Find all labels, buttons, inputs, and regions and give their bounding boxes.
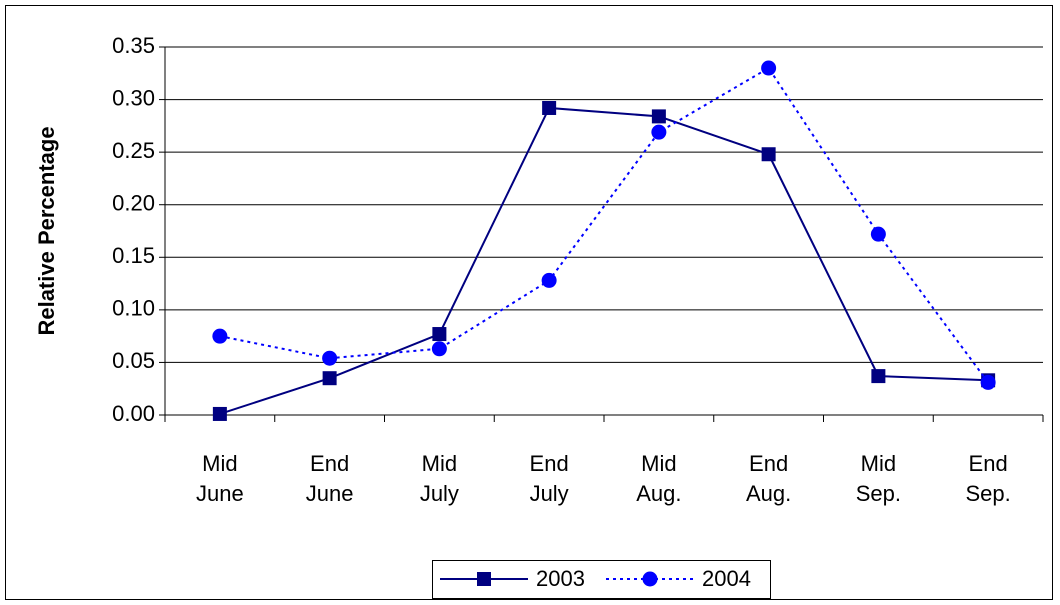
y-tick-label: 0.15: [112, 243, 155, 268]
y-tick-label: 0.05: [112, 348, 155, 373]
data-point: [322, 350, 338, 366]
data-point: [980, 374, 996, 390]
data-point: [432, 327, 447, 342]
data-point: [651, 109, 666, 124]
chart-border: [5, 5, 1053, 600]
data-point: [651, 124, 667, 140]
x-tick-label: Mid July: [419, 451, 459, 506]
y-tick-label: 0.30: [112, 85, 155, 110]
y-tick-label: 0.20: [112, 191, 155, 216]
data-point: [870, 226, 886, 242]
legend-marker: [642, 571, 658, 587]
y-tick-label: 0.35: [112, 33, 155, 58]
y-tick-label: 0.25: [112, 138, 155, 163]
y-axis-title: Relative Percentage: [34, 126, 59, 335]
legend-label: 2003: [536, 566, 585, 591]
y-tick-label: 0.10: [112, 296, 155, 321]
data-point: [542, 100, 557, 115]
series-line: [219, 66, 989, 384]
data-point: [212, 406, 227, 421]
y-tick-label: 0.00: [112, 401, 155, 426]
data-point: [322, 371, 337, 386]
data-point: [761, 60, 777, 76]
data-point: [431, 341, 447, 357]
x-tick-label: End July: [529, 451, 569, 506]
series-line: [219, 106, 989, 415]
data-point: [761, 147, 776, 162]
legend-label: 2004: [702, 566, 751, 591]
data-point: [212, 328, 228, 344]
x-tick-label: End Aug.: [745, 451, 792, 506]
legend-marker: [477, 572, 491, 586]
x-tick-label: Mid Aug.: [636, 451, 682, 506]
x-tick-label: End Sep.: [965, 451, 1011, 506]
x-tick-label: End June: [305, 451, 354, 506]
data-point: [541, 272, 557, 288]
x-tick-label: Mid June: [196, 451, 244, 506]
data-point: [871, 369, 886, 384]
x-tick-label: Mid Sep.: [855, 451, 901, 506]
